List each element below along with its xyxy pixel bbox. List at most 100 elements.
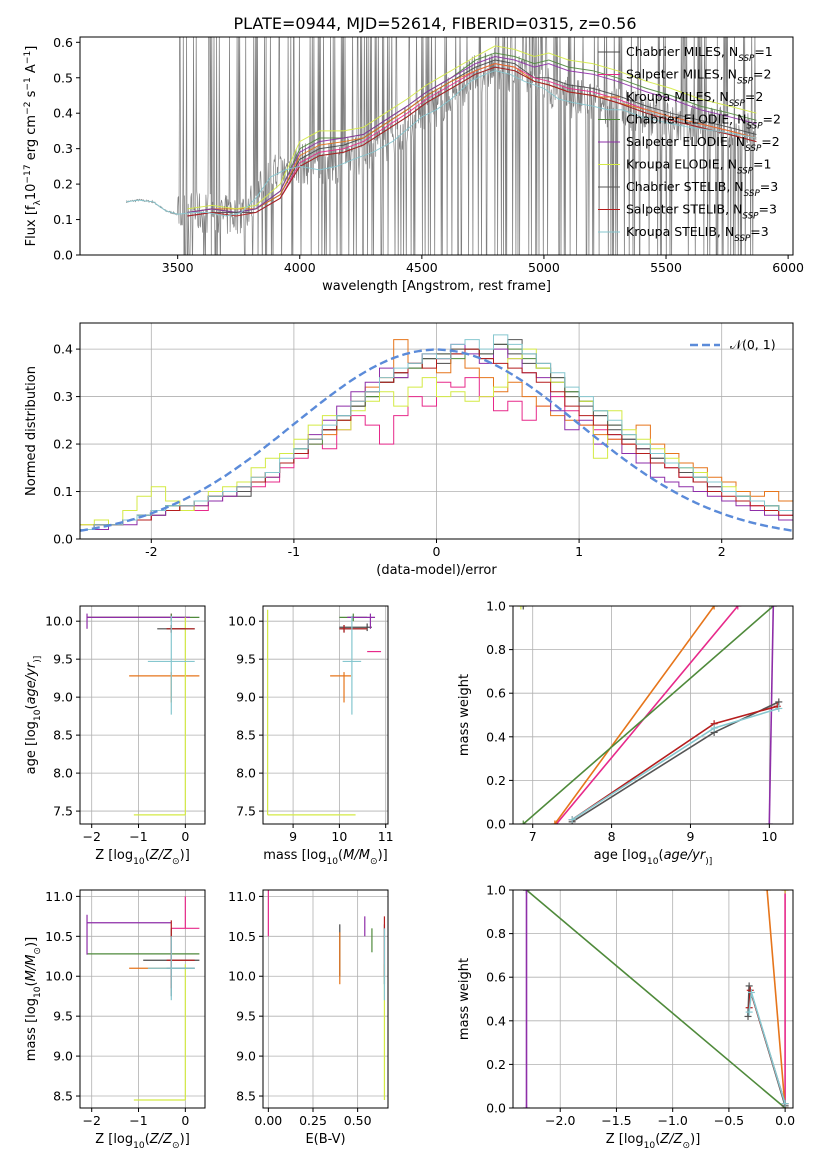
y-tick-label: 0.8 — [486, 642, 506, 657]
y-tick-label: 0.4 — [53, 106, 73, 121]
x-tick-label: −1 — [129, 1113, 147, 1128]
weight-salpeter-stelib — [568, 702, 781, 824]
y-tick-label: 0.0 — [53, 532, 73, 547]
y-tick-label: 10.5 — [228, 929, 256, 944]
x-tick-label: 9 — [686, 829, 694, 844]
errorbar-kroupa-elodie — [133, 964, 186, 1101]
x-tick-label: 4000 — [284, 260, 316, 275]
x-tick-label: -1 — [288, 544, 300, 559]
y-tick-label: 0.8 — [486, 926, 506, 941]
y-tick-label: 9.5 — [53, 652, 73, 667]
weight-kroupa-elodie — [781, 890, 789, 894]
hist-kroupa-stelib — [80, 334, 793, 539]
legend-entry: Salpeter MILES, NSSP=2 — [626, 67, 771, 87]
y-tick-label: 0.4 — [53, 342, 73, 357]
weight-kroupa-stelib — [745, 988, 789, 1108]
spectrum-data-line — [126, 37, 757, 255]
axes-frame — [79, 889, 206, 1109]
y-tick-label: 0.3 — [53, 141, 73, 156]
weight-salpeter-elodie — [522, 890, 530, 1108]
gaussian-legend-label: 𝒩(0, 1) — [730, 337, 776, 352]
y-tick-label: 10.5 — [45, 929, 73, 944]
x-tick-label: 10 — [761, 829, 777, 844]
y-tick-label: 0.2 — [53, 437, 73, 452]
y-tick-label: 7.5 — [236, 804, 256, 819]
y-tick-label: 1.0 — [486, 599, 506, 614]
errorbar-kroupa-elodie — [133, 617, 186, 816]
axes-frame — [262, 605, 389, 825]
panel-age-vs-mass: 9 10 11 7.5 8.0 8.5 9.0 9.5 10.0 mass [log10(M/M⊙… — [228, 605, 394, 867]
y-tick-label: 1.0 — [486, 883, 506, 898]
x-tick-label: 0 — [433, 544, 441, 559]
spectrum-model-kroupa-stelib — [126, 70, 757, 217]
panel-age-vs-Z: −2 −1 0 7.5 8.0 8.5 9.0 9.5 10.0 Z [log10(Z/Z⊙)] a… — [24, 605, 206, 867]
y-tick-label: 8.5 — [53, 1089, 73, 1104]
x-tick-label: -2 — [145, 544, 157, 559]
weight-line — [768, 606, 775, 824]
y-axis-label: Flux [fλ10−17 erg cm−2 s−1 A−1] — [23, 46, 43, 247]
legend-entry: Chabrier MILES, NSSP=1 — [626, 44, 773, 64]
y-tick-label: 0.4 — [486, 729, 506, 744]
y-tick-label: 0.0 — [486, 1101, 506, 1116]
x-tick-label: 0.0 — [775, 1113, 795, 1128]
plot-area — [80, 334, 793, 539]
errorbar-salpeter-stelib — [339, 624, 368, 633]
plot-area — [522, 890, 789, 1108]
y-tick-label: 0.5 — [53, 70, 73, 85]
y-axis-label: Normed distribution — [24, 366, 39, 496]
x-tick-label: −1.0 — [657, 1113, 687, 1128]
y-tick-label: 9.0 — [236, 690, 256, 705]
spectrum-model-kroupa-miles — [187, 63, 757, 213]
axes-frame — [262, 889, 389, 1109]
errorbar-kroupa-stelib — [147, 615, 195, 715]
spectrum-model-salpeter-elodie — [187, 55, 757, 214]
y-axis-label: mass weight — [457, 958, 472, 1040]
x-tick-label: −1.5 — [601, 1113, 631, 1128]
y-tick-label: 0.2 — [53, 177, 73, 192]
x-tick-label: 11 — [378, 829, 394, 844]
x-tick-label: 0.50 — [344, 1113, 372, 1128]
y-tick-label: 11.0 — [228, 889, 256, 904]
y-tick-label: 0.0 — [486, 817, 506, 832]
y-tick-label: 10.0 — [228, 969, 256, 984]
x-axis-label: mass [log10(M/M⊙)] — [263, 848, 387, 867]
plots-layer: 3500 4000 4500 5000 5500 6000 0.0 0.1 0.2 0.3 0.4 0… — [23, 35, 804, 1152]
legend-entry: Chabrier ELODIE, NSSP=2 — [626, 112, 781, 132]
y-tick-label: 0.0 — [53, 248, 73, 263]
x-tick-label: −2 — [82, 829, 100, 844]
panel-massweight-vs-Z: −2.0 −1.5 −1.0 −0.5 0.0 0.0 0.2 0.4 0.6 0.8 1.0 Z [… — [457, 883, 795, 1152]
x-axis-label: (data-model)/error — [376, 563, 497, 578]
weight-salpeter-elodie — [765, 606, 777, 824]
x-tick-label: 8 — [608, 829, 616, 844]
weight-line — [525, 890, 786, 1108]
x-tick-label: 3500 — [162, 260, 194, 275]
x-tick-label: −2.0 — [545, 1113, 575, 1128]
x-tick-label: 2 — [718, 544, 726, 559]
y-tick-label: 9.0 — [53, 690, 73, 705]
y-tick-label: 10.0 — [45, 614, 73, 629]
x-axis-label: age [log10(age/yr)] — [594, 848, 713, 867]
errorbar-salpeter-elodie — [86, 914, 172, 955]
y-tick-label: 0.4 — [486, 1013, 506, 1028]
panel-mass-vs-ebv: 0.00 0.25 0.50 8.5 9.0 9.5 10.0 10.5 11.0 E(B-V) — [228, 889, 389, 1147]
x-tick-label: 0 — [181, 1113, 189, 1128]
errorbar-kroupa-stelib — [342, 615, 362, 715]
y-tick-label: 8.0 — [53, 766, 73, 781]
x-tick-label: −0.5 — [714, 1113, 744, 1128]
y-tick-label: 8.5 — [236, 1089, 256, 1104]
errorbar-kroupa-stelib — [147, 936, 195, 1001]
axes-frame — [512, 605, 794, 825]
panel-massweight-vs-age: 7 8 9 10 0.0 0.2 0.4 0.6 0.8 1.0 age [log10(age/yr… — [457, 599, 794, 867]
y-tick-label: 9.5 — [236, 652, 256, 667]
panel-spectrum: 3500 4000 4500 5000 5500 6000 0.0 0.1 0.2 0.3 0.4 0… — [23, 35, 804, 294]
plot-area — [517, 606, 783, 824]
y-tick-label: 0.6 — [486, 970, 506, 985]
y-axis-label: mass weight — [457, 674, 472, 756]
y-tick-label: 7.5 — [53, 804, 73, 819]
y-tick-label: 10.0 — [228, 614, 256, 629]
y-tick-label: 0.3 — [53, 389, 73, 404]
x-tick-label: 7 — [529, 829, 537, 844]
legend-entry: Chabrier STELIB, NSSP=3 — [626, 179, 778, 199]
errorbar-chabrier-miles — [339, 623, 372, 632]
legend-entry: Kroupa ELODIE, NSSP=1 — [626, 157, 771, 177]
